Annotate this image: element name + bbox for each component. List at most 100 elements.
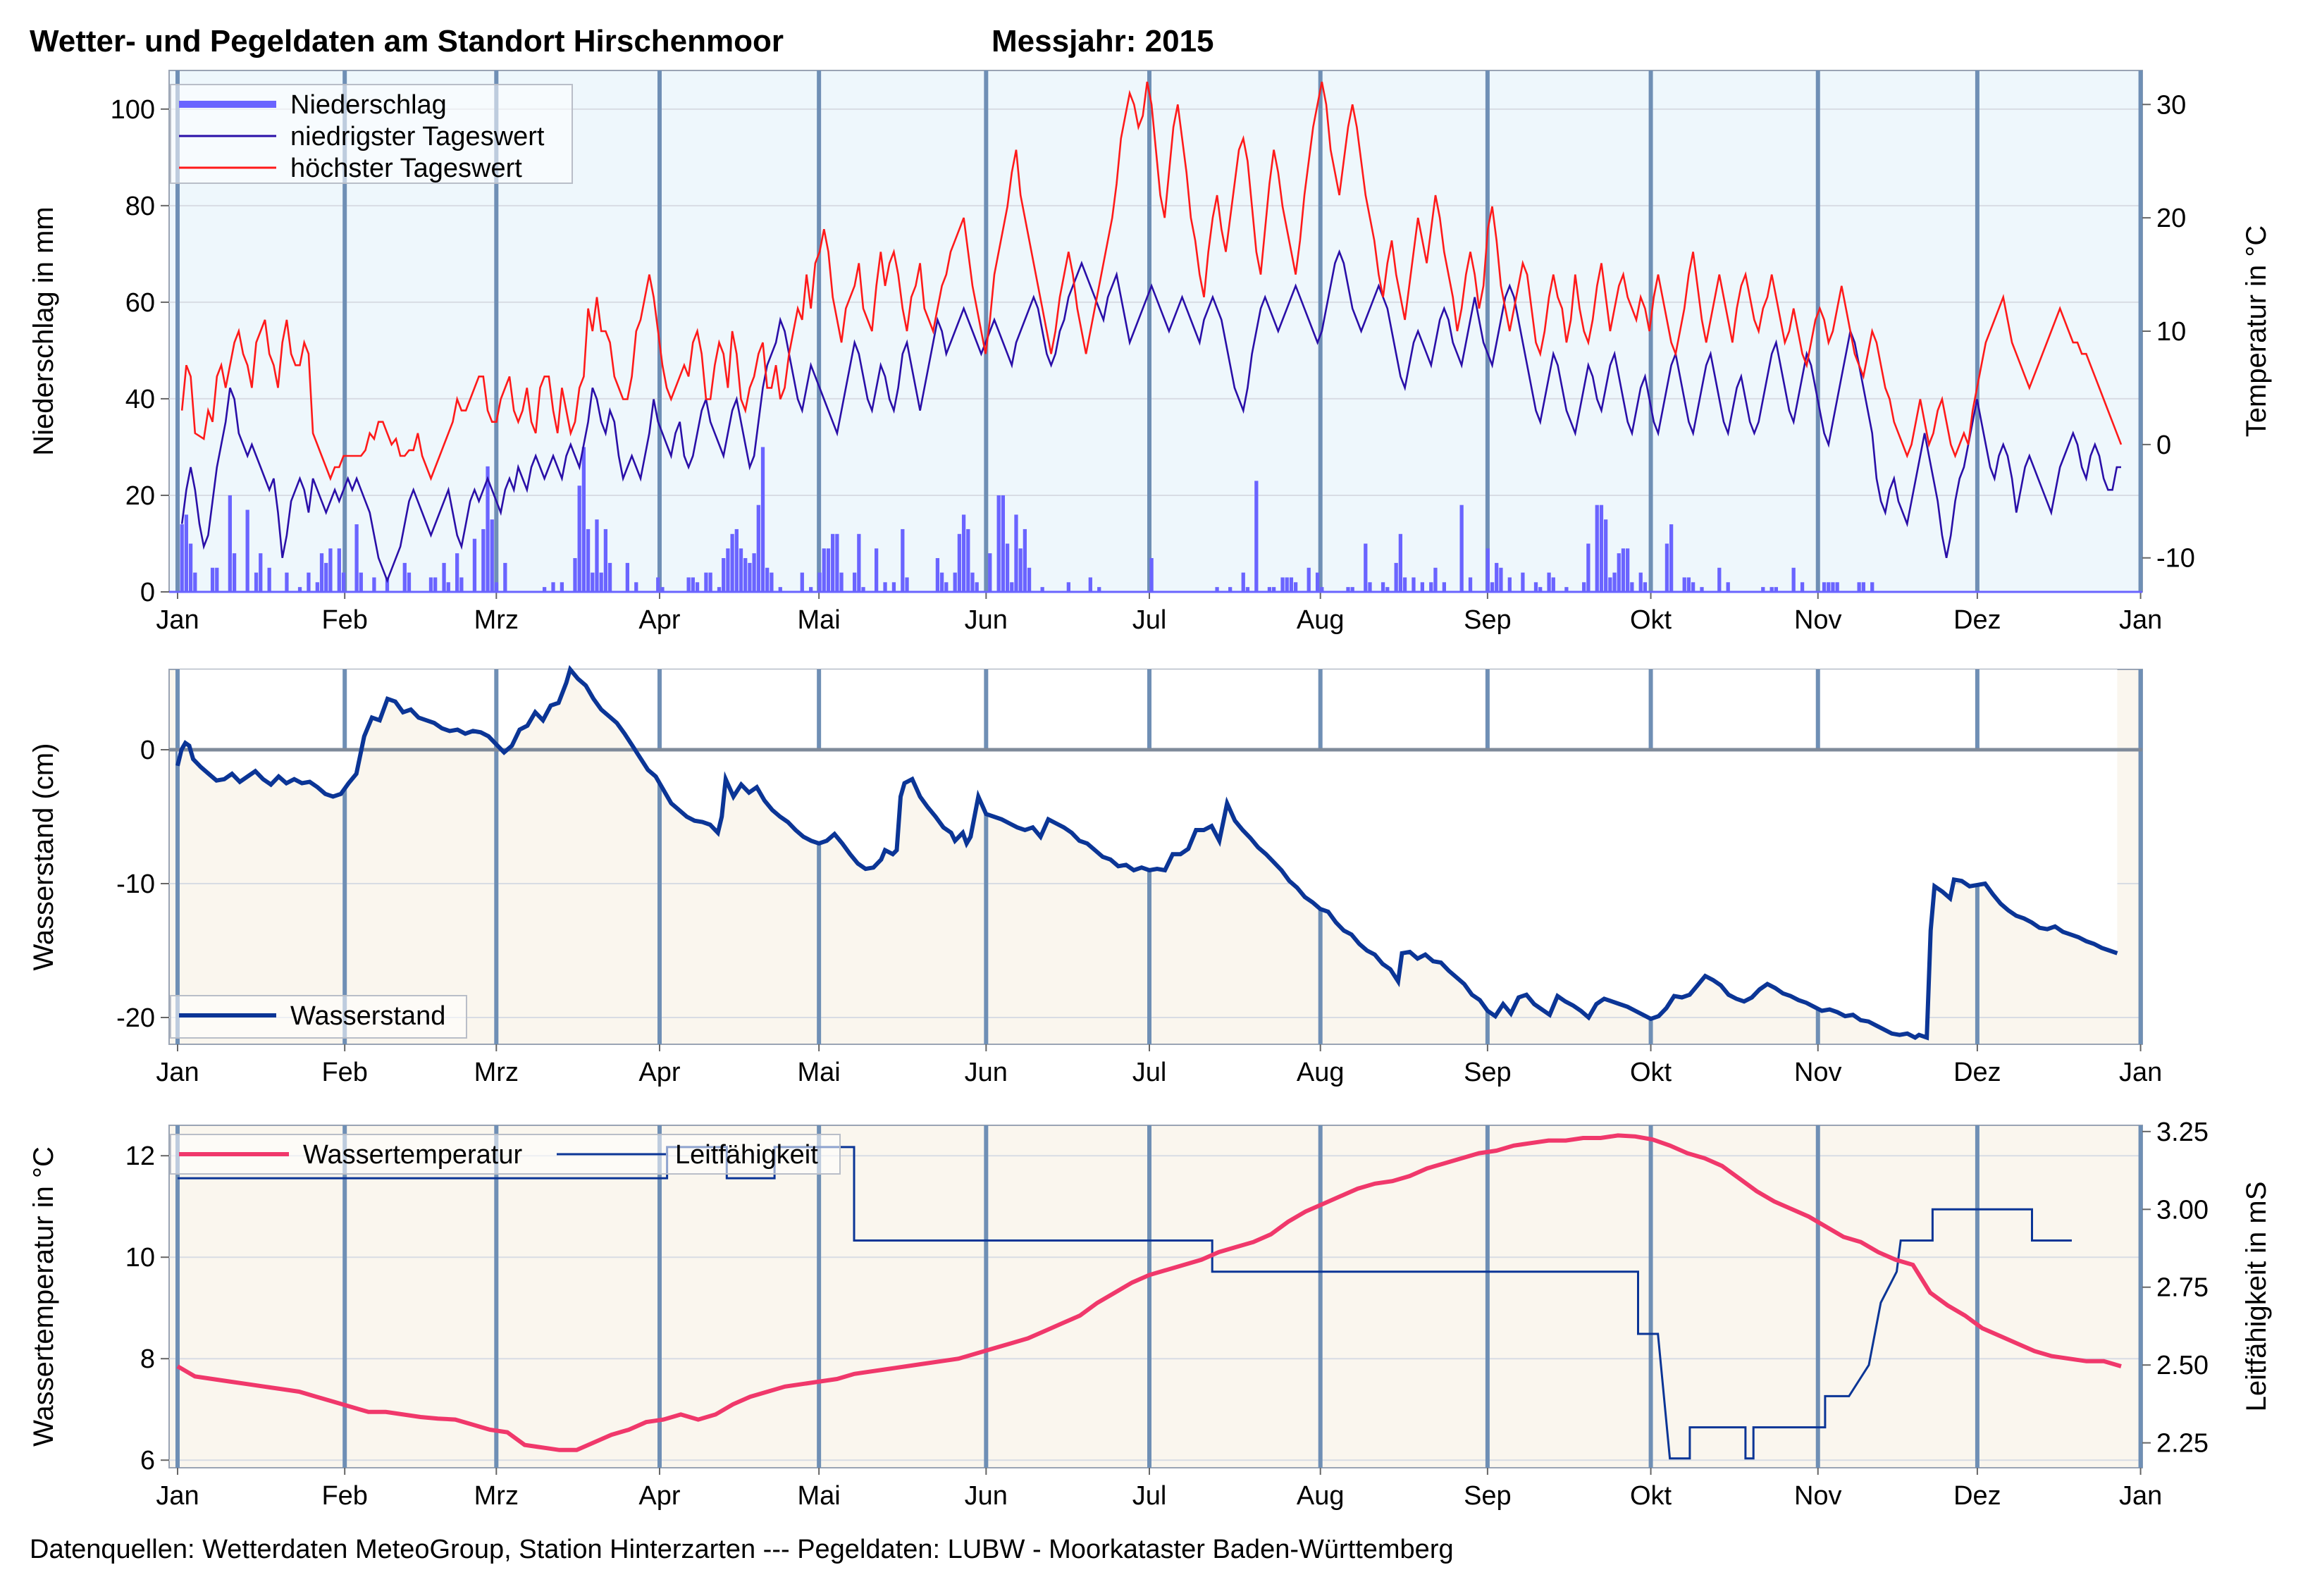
precip-bar bbox=[503, 562, 507, 592]
precip-bar bbox=[341, 572, 346, 592]
precip-bar bbox=[905, 577, 909, 592]
precip-bar bbox=[1521, 572, 1525, 592]
precip-bar bbox=[826, 548, 831, 592]
precip-bar bbox=[446, 582, 450, 592]
precip-bar bbox=[1459, 505, 1464, 592]
precip-bar bbox=[1254, 481, 1259, 592]
precip-bar bbox=[1005, 543, 1010, 592]
precip-bar bbox=[228, 495, 233, 592]
x-tick-label: Jul bbox=[1132, 1481, 1167, 1511]
precip-bar bbox=[1608, 577, 1612, 592]
precip-bar bbox=[1433, 567, 1438, 592]
y-axis-label: Niederschlag in mm bbox=[28, 206, 59, 455]
y2-tick-label: 20 bbox=[2156, 204, 2186, 233]
y2-axis-label: Leitfähigkeit in mS bbox=[2241, 1182, 2272, 1412]
precip-bar bbox=[809, 587, 813, 592]
precip-bar bbox=[739, 548, 743, 592]
precip-bar bbox=[1285, 577, 1289, 592]
x-tick-label: Feb bbox=[321, 1058, 367, 1087]
precip-bar bbox=[691, 577, 695, 592]
precip-bar bbox=[1835, 582, 1839, 592]
precip-bar bbox=[883, 582, 887, 592]
y2-tick-label: 2.25 bbox=[2156, 1429, 2209, 1459]
y-tick-label: 8 bbox=[140, 1344, 155, 1374]
x-tick-label: Okt bbox=[1630, 1058, 1672, 1087]
precip-bar bbox=[1495, 562, 1499, 592]
precip-bar bbox=[1686, 577, 1691, 592]
precip-bar bbox=[1490, 582, 1495, 592]
precip-bar bbox=[957, 533, 962, 592]
precip-bar bbox=[1420, 582, 1424, 592]
y-tick-label: 0 bbox=[140, 736, 155, 765]
y2-tick-label: 2.75 bbox=[2156, 1273, 2209, 1303]
precip-bar bbox=[372, 577, 376, 592]
precip-bar bbox=[778, 587, 782, 592]
above-curve-area bbox=[178, 669, 2118, 1038]
precip-bar bbox=[1774, 587, 1779, 592]
x-tick-label: Dez bbox=[1953, 1481, 2001, 1511]
precip-bar bbox=[717, 587, 722, 592]
chart-title: Wetter- und Pegeldaten am Standort Hirsc… bbox=[30, 24, 784, 58]
x-tick-label: Jul bbox=[1132, 605, 1167, 635]
x-tick-label: Mrz bbox=[474, 1481, 519, 1511]
y-axis-label: Wasserstand (cm) bbox=[28, 743, 59, 970]
precip-bar bbox=[1726, 582, 1730, 592]
x-tick-label: Feb bbox=[321, 605, 367, 635]
precip-bar bbox=[988, 553, 992, 592]
precip-bar bbox=[695, 582, 700, 592]
precip-bar bbox=[599, 572, 603, 592]
precip-bar bbox=[603, 528, 608, 592]
x-tick-label: Okt bbox=[1630, 605, 1672, 635]
precip-bar bbox=[756, 505, 760, 592]
precip-bar bbox=[743, 558, 748, 592]
precip-bar bbox=[297, 587, 302, 592]
precip-bar bbox=[215, 567, 219, 592]
tmax-line bbox=[180, 81, 2123, 481]
precip-bar bbox=[1014, 514, 1018, 592]
x-tick-label: Mrz bbox=[474, 605, 519, 635]
precip-bar bbox=[359, 572, 363, 592]
precip-bar bbox=[188, 543, 193, 592]
precip-bar bbox=[625, 562, 630, 592]
precip-bar bbox=[822, 548, 826, 592]
precip-bar bbox=[193, 572, 197, 592]
precip-bar bbox=[586, 528, 591, 592]
precip-bar bbox=[1682, 577, 1686, 592]
x-tick-label: Sep bbox=[1464, 605, 1512, 635]
x-tick-label: Aug bbox=[1297, 1058, 1345, 1087]
y2-tick-label: 3.25 bbox=[2156, 1118, 2209, 1147]
x-tick-label: Dez bbox=[1953, 605, 2001, 635]
precip-bar bbox=[407, 572, 412, 592]
precip-bar bbox=[939, 572, 944, 592]
x-tick-label: Aug bbox=[1297, 605, 1345, 635]
precip-bar bbox=[1149, 558, 1154, 592]
y2-tick-label: -10 bbox=[2156, 544, 2195, 574]
precip-bar bbox=[267, 567, 271, 592]
precip-bar bbox=[1691, 582, 1696, 592]
precip-bar bbox=[1228, 587, 1233, 592]
precip-bar bbox=[634, 582, 638, 592]
year-label: Messjahr: 2015 bbox=[992, 24, 1214, 58]
precip-bar bbox=[1486, 548, 1490, 592]
precip-bar bbox=[560, 582, 564, 592]
precip-bar bbox=[996, 495, 1001, 592]
y2-tick-label: 10 bbox=[2156, 317, 2186, 347]
precip-bar bbox=[210, 567, 215, 592]
precip-bar bbox=[1088, 577, 1092, 592]
x-tick-label: Sep bbox=[1464, 1058, 1512, 1087]
precip-bar bbox=[1599, 505, 1604, 592]
y-tick-label: 40 bbox=[125, 385, 155, 414]
precip-bar bbox=[455, 553, 459, 592]
precip-bar bbox=[817, 572, 822, 592]
precip-bar bbox=[459, 577, 464, 592]
precip-bar bbox=[1538, 587, 1543, 592]
precip-bar bbox=[542, 587, 547, 592]
precip-bar bbox=[433, 577, 438, 592]
y-tick-label: 60 bbox=[125, 288, 155, 318]
precip-bar bbox=[1010, 582, 1014, 592]
precip-bar bbox=[1018, 548, 1023, 592]
water-level-panel: -20 -10 0 Jan Feb Mrz Apr Mai Jun Jul Aug Sep Okt Nov… bbox=[28, 664, 2162, 1087]
x-tick-label: Mai bbox=[798, 1481, 841, 1511]
precip-bar bbox=[1040, 587, 1044, 592]
